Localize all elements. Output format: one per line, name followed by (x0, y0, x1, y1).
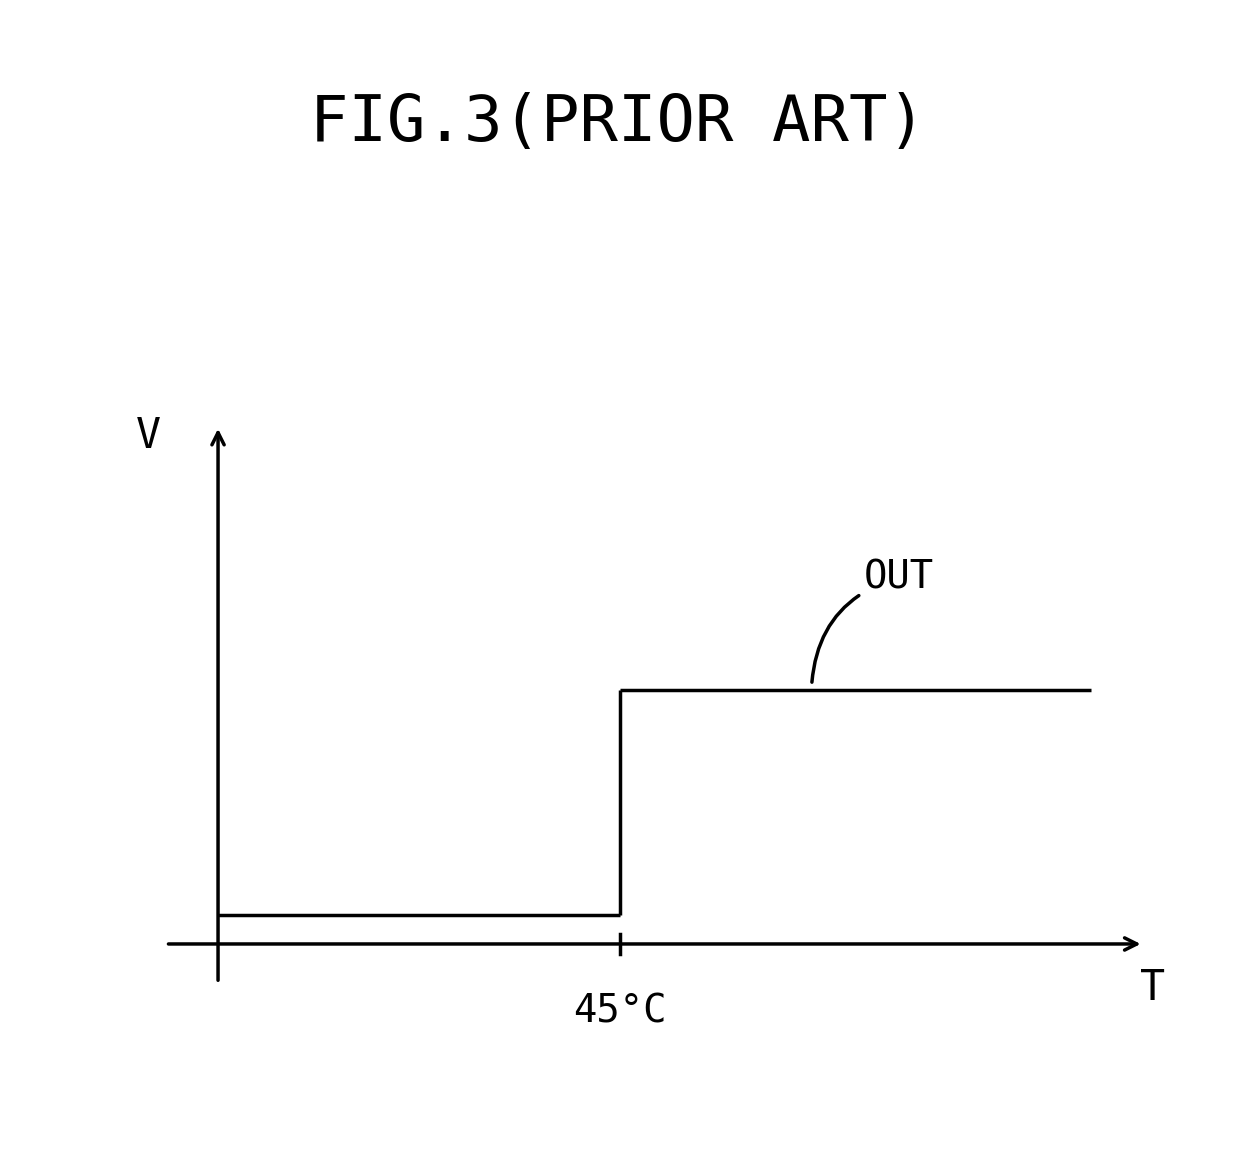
Text: OUT: OUT (811, 558, 934, 682)
Text: T: T (1140, 966, 1165, 1009)
Text: FIG.3(PRIOR ART): FIG.3(PRIOR ART) (310, 92, 925, 155)
Text: 45°C: 45°C (573, 993, 667, 1031)
Text: V: V (136, 415, 162, 457)
